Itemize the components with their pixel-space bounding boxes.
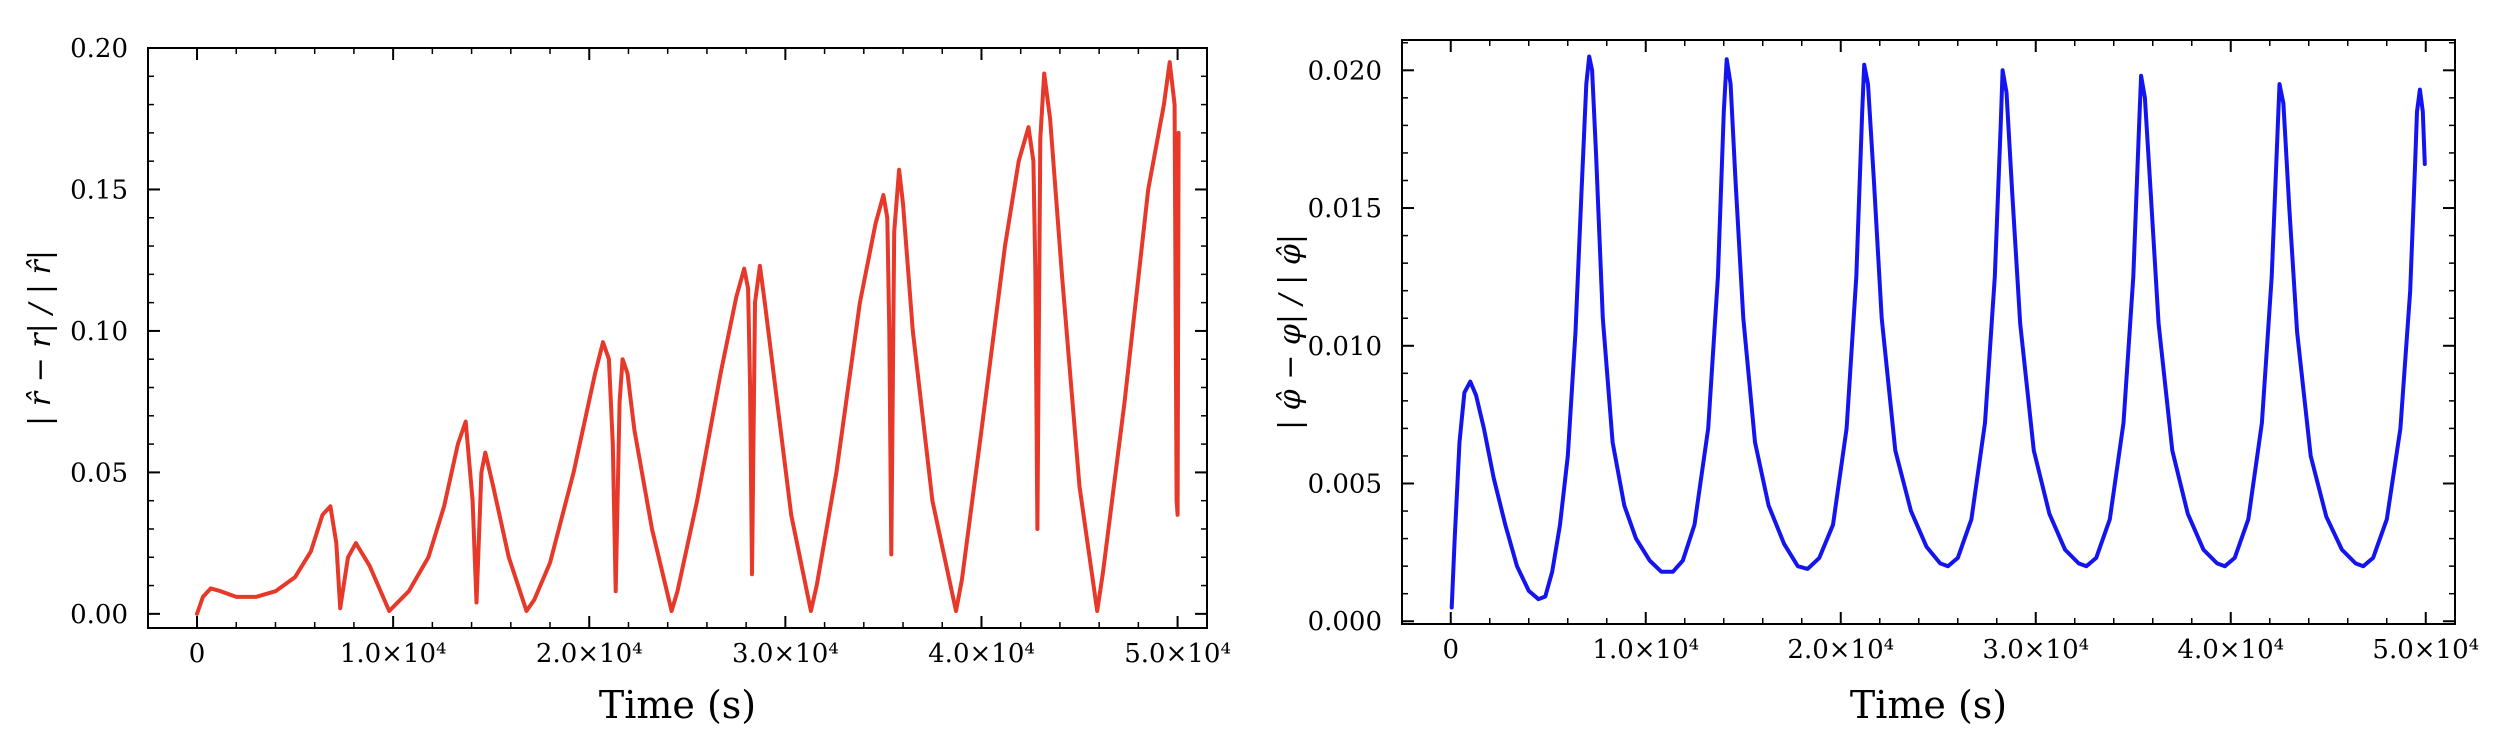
right-y-axis-title: | φ̂ − φ| / | φ̂| — [1273, 234, 1308, 430]
right-xtick-label: 1.0×10⁴ — [1592, 635, 1699, 665]
left-series-line-0 — [195, 60, 1181, 616]
left-ytick-label: 0.10 — [70, 317, 128, 347]
left-xtick-label: 5.0×10⁴ — [1124, 639, 1231, 669]
right-xtick-label: 4.0×10⁴ — [2177, 635, 2284, 665]
right-series-line-0 — [1449, 54, 2427, 610]
right-ytick-label: 0.015 — [1308, 194, 1382, 224]
left-xtick-label: 4.0×10⁴ — [928, 639, 1035, 669]
right-ytick-label: 0.005 — [1308, 470, 1382, 500]
left-xtick-label: 3.0×10⁴ — [732, 639, 839, 669]
left-ytick-label: 0.15 — [70, 175, 128, 205]
right-ytick-label: 0.000 — [1308, 607, 1382, 637]
right-xtick-label: 3.0×10⁴ — [1982, 635, 2089, 665]
left-xtick-label: 2.0×10⁴ — [536, 639, 643, 669]
left-ytick-label: 0.20 — [70, 34, 128, 64]
right-ytick-label: 0.020 — [1308, 56, 1382, 86]
right-xtick-label: 0 — [1442, 635, 1459, 665]
left-xtick-label: 1.0×10⁴ — [340, 639, 447, 669]
left-ytick-label: 0.05 — [70, 458, 128, 488]
right-x-axis-title: Time (s) — [1850, 683, 2007, 727]
left-ytick-label: 0.00 — [70, 600, 128, 630]
left-x-axis-title: Time (s) — [599, 683, 756, 727]
left-y-axis-title: | r̂ − r| / | r̂| — [23, 250, 58, 426]
right-plot-frame — [1401, 39, 2456, 625]
left-xtick-label: 0 — [189, 639, 206, 669]
left-plot-frame — [147, 47, 1208, 629]
right-xtick-label: 5.0×10⁴ — [2372, 635, 2479, 665]
right-xtick-label: 2.0×10⁴ — [1787, 635, 1894, 665]
right-ytick-label: 0.010 — [1308, 332, 1382, 362]
